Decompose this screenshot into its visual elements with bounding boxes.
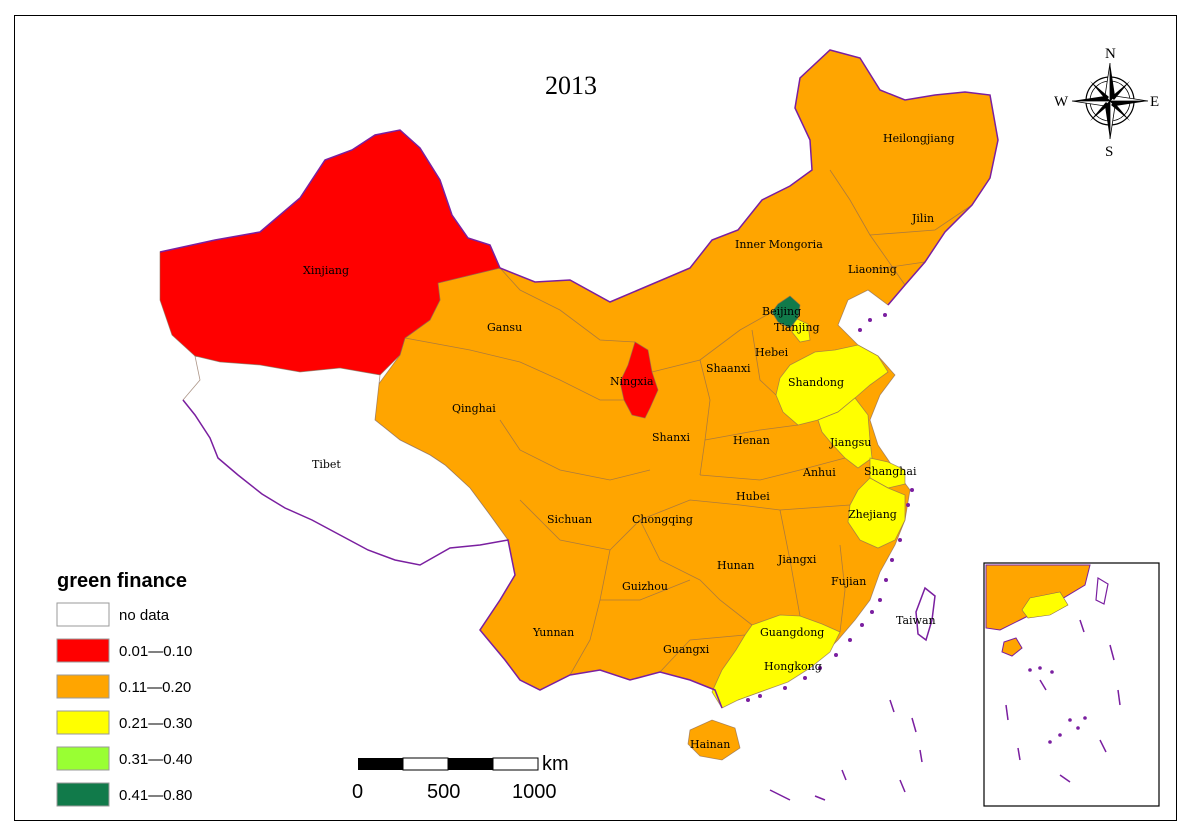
legend-label: 0.11—0.20 [119,679,191,696]
province-labels: Xinjiang Tibet Qinghai Gansu Ningxia Inn… [303,132,955,751]
label-anhui: Anhui [802,466,836,479]
country-border-north [159,49,999,306]
map-frame [14,15,1177,821]
scale-unit: km [542,753,569,775]
label-hebei: Hebei [755,346,789,359]
label-guangdong: Guangdong [760,626,824,639]
label-heilongjiang: Heilongjiang [883,132,955,145]
label-sichuan: Sichuan [547,513,592,526]
label-beijing: Beijing [762,305,801,318]
label-hubei: Hubei [736,490,770,503]
legend-label: 0.21—0.30 [119,715,192,732]
label-zhejiang: Zhejiang [848,508,897,521]
coast-islands [746,313,914,702]
label-hunan: Hunan [717,559,754,572]
legend-swatch [56,638,110,663]
region-guangdong [711,614,841,709]
legend-label: 0.31—0.40 [119,751,192,768]
label-xinjiang: Xinjiang [303,264,349,277]
legend-swatch [56,746,110,771]
label-shandong: Shandong [788,376,844,389]
legend-swatch [56,710,110,735]
label-qinghai: Qinghai [452,402,496,415]
label-henan: Henan [733,434,770,447]
label-guangxi: Guangxi [663,643,710,656]
region-taiwan [915,586,936,642]
compass-e: E [1150,94,1159,110]
south-china-sea-inset [983,562,1160,807]
label-ningxia: Ningxia [610,375,654,388]
label-shanxi: Shanxi [652,431,690,444]
label-shaanxi: Shaanxi [706,362,751,375]
legend-label: 0.41—0.80 [119,787,192,804]
legend-label: 0.01—0.10 [119,643,192,660]
label-gansu: Gansu [487,321,522,334]
label-hainan: Hainan [690,738,730,751]
label-tianjin: Tianjing [774,321,820,334]
label-inner-mongoria: Inner Mongoria [735,238,823,251]
map-title-year: 2013 [545,71,597,100]
province-boundaries [404,169,973,676]
mainland-base [374,49,999,761]
scale-tick-500: 500 [427,781,460,803]
legend-label: no data [119,607,170,624]
scale-tick-1000: 1000 [512,781,557,803]
label-fujian: Fujian [831,575,866,588]
label-tibet: Tibet [312,458,341,471]
scale-tick-0: 0 [352,781,363,803]
compass-rose-icon: N S E W [1054,46,1159,160]
country-border-south [182,399,723,709]
label-jilin: Jilin [911,212,934,225]
label-guizhou: Guizhou [622,580,668,593]
label-yunnan: Yunnan [532,626,574,639]
label-hongkong: Hongkong [764,660,822,673]
region-beijing [771,295,801,329]
legend-swatch [56,782,110,807]
sea-dashes [769,699,923,801]
legend-title: green finance [57,570,187,592]
region-hainan [687,719,741,761]
region-ningxia [619,341,659,419]
label-liaoning: Liaoning [848,263,897,276]
region-zhejiang [847,477,906,549]
compass-n: N [1105,46,1116,62]
legend: green finance no data 0.01—0.10 0.11—0.20 0… [56,570,192,807]
label-shanghai: Shanghai [864,465,917,478]
compass-s: S [1105,144,1113,160]
label-jiangsu: Jiangsu [829,436,871,449]
region-orange-body [374,49,999,701]
label-chongqing: Chongqing [632,513,693,526]
region-jiangsu [817,397,873,469]
label-jiangxi: Jiangxi [777,553,817,566]
compass-w: W [1054,94,1069,110]
legend-swatch [56,674,110,699]
region-tianjin [791,317,811,343]
label-taiwan: Taiwan [896,614,936,627]
legend-swatch [56,602,110,627]
scale-bar: km 0 500 1000 [352,753,569,803]
